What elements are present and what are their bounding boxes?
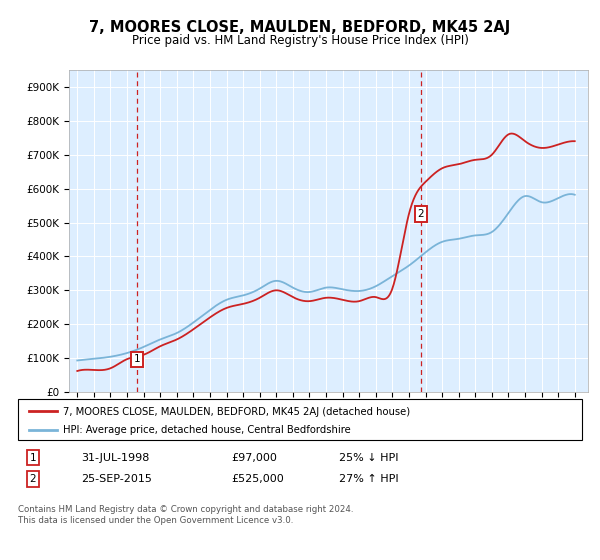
Text: 25% ↓ HPI: 25% ↓ HPI bbox=[339, 452, 398, 463]
Text: 31-JUL-1998: 31-JUL-1998 bbox=[81, 452, 149, 463]
Text: 7, MOORES CLOSE, MAULDEN, BEDFORD, MK45 2AJ: 7, MOORES CLOSE, MAULDEN, BEDFORD, MK45 … bbox=[89, 20, 511, 35]
Text: 1: 1 bbox=[29, 452, 37, 463]
Text: HPI: Average price, detached house, Central Bedfordshire: HPI: Average price, detached house, Cent… bbox=[63, 426, 351, 435]
Text: 2: 2 bbox=[29, 474, 37, 484]
Text: Price paid vs. HM Land Registry's House Price Index (HPI): Price paid vs. HM Land Registry's House … bbox=[131, 34, 469, 46]
Text: £97,000: £97,000 bbox=[231, 452, 277, 463]
Text: 7, MOORES CLOSE, MAULDEN, BEDFORD, MK45 2AJ (detached house): 7, MOORES CLOSE, MAULDEN, BEDFORD, MK45 … bbox=[63, 407, 410, 417]
Text: 25-SEP-2015: 25-SEP-2015 bbox=[81, 474, 152, 484]
Text: £525,000: £525,000 bbox=[231, 474, 284, 484]
Text: 1: 1 bbox=[133, 354, 140, 364]
FancyBboxPatch shape bbox=[18, 399, 582, 440]
Text: 27% ↑ HPI: 27% ↑ HPI bbox=[339, 474, 398, 484]
Text: 2: 2 bbox=[418, 209, 424, 219]
Text: Contains HM Land Registry data © Crown copyright and database right 2024.
This d: Contains HM Land Registry data © Crown c… bbox=[18, 505, 353, 525]
